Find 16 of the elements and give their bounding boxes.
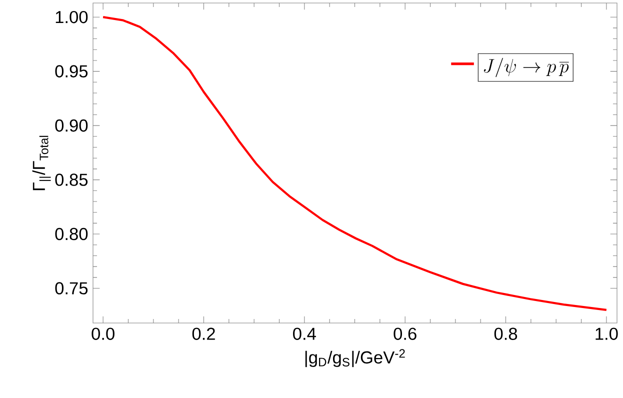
x-tick-label: 0.8 xyxy=(494,328,518,340)
y-tick-label: 0.90 xyxy=(55,119,88,132)
y-tick-label: 0.80 xyxy=(55,228,88,240)
x-tick-label: 0.2 xyxy=(192,328,215,340)
x-tick-label: 0.4 xyxy=(293,328,316,340)
x-tick-label: 0.6 xyxy=(394,328,416,340)
y-tick-label: 0.85 xyxy=(55,174,88,186)
text: $J/\psi \to p\,\overline{p}$ xyxy=(484,58,569,78)
y-tick-label: 0.75 xyxy=(55,282,88,294)
line-series xyxy=(102,16,608,312)
y-axis-title: Γ$_{||}$/Γ$_{Total}$ xyxy=(32,136,51,190)
y-tick-label: 1.00 xyxy=(56,10,88,24)
y-tick-label: 0.95 xyxy=(55,65,88,78)
x-tick-label: 0.0 xyxy=(92,328,114,340)
x-tick-label: 1.0 xyxy=(596,328,618,340)
x-axis-title: |g$_{D}$/g$_{S}$|/GeV$^{-2}$ xyxy=(305,349,405,368)
